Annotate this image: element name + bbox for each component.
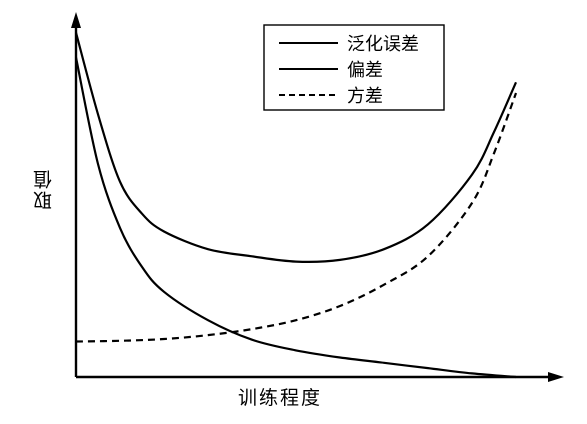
series-generalization-error-line (74, 32, 518, 263)
x-axis-arrow (548, 372, 564, 382)
x-axis-label: 训练程度 (238, 387, 323, 409)
y-axis-arrow (71, 12, 81, 28)
legend-label-bias: 偏差 (347, 60, 383, 81)
series-layer (74, 32, 518, 379)
series-variance-line (75, 92, 518, 343)
series-bias-line (74, 57, 517, 379)
legend-label-variance: 方差 (347, 86, 383, 107)
legend: 泛化误差 偏差 方差 (263, 24, 445, 111)
legend-label-generalization-error: 泛化误差 (347, 34, 419, 55)
y-axis-label: 取值 (33, 168, 55, 210)
